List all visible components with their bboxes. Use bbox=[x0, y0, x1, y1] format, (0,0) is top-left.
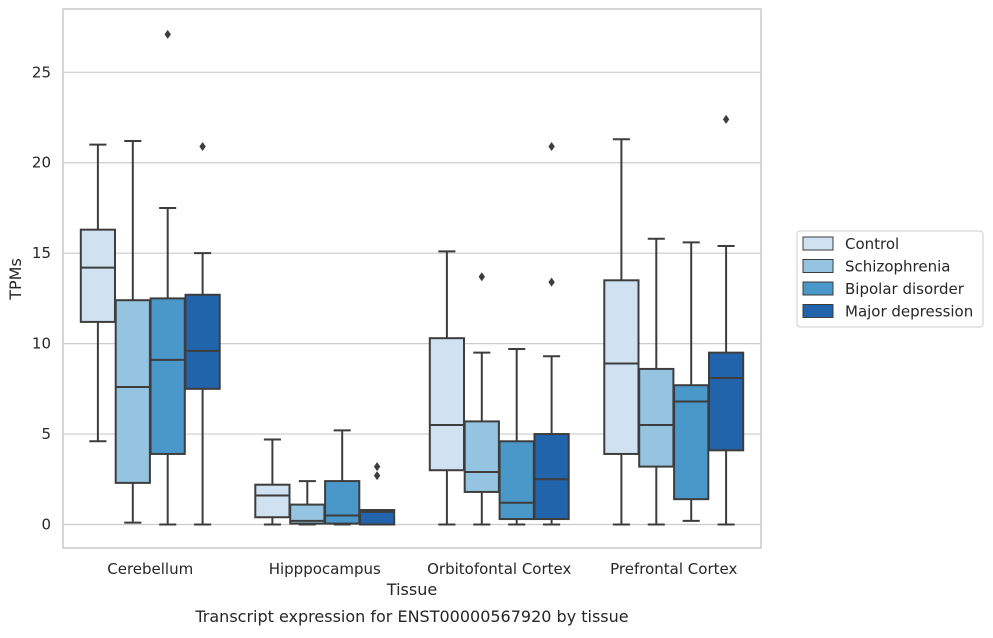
box-iqr bbox=[184, 293, 221, 390]
outlier-point bbox=[164, 29, 171, 39]
box-3-4 bbox=[673, 241, 710, 522]
box-iqr bbox=[114, 299, 151, 484]
x-tick-label: Prefrontal Cortex bbox=[610, 560, 737, 578]
box-3-2 bbox=[324, 429, 361, 526]
box-iqr bbox=[254, 483, 291, 519]
y-tick-labels: 0 5 10 15 20 25 bbox=[32, 63, 51, 533]
box-iqr bbox=[149, 297, 186, 455]
legend-item: Schizophrenia bbox=[802, 258, 950, 276]
box-4-1 bbox=[184, 141, 221, 526]
x-tick-label: Cerebellum bbox=[107, 560, 193, 578]
legend-label: Major depression bbox=[845, 303, 973, 321]
outlier-point bbox=[722, 114, 730, 124]
box-2-3 bbox=[463, 272, 500, 526]
y-axis-label: TPMs bbox=[6, 258, 25, 301]
legend-frame bbox=[796, 230, 984, 328]
box-1-1 bbox=[79, 143, 117, 443]
x-tick-label: Orbitofontal Cortex bbox=[427, 560, 571, 578]
box-4-2 bbox=[358, 462, 396, 526]
box-iqr bbox=[638, 367, 675, 468]
y-tick-label: 0 bbox=[41, 515, 51, 533]
legend-label: Control bbox=[845, 235, 899, 253]
outlier-point bbox=[478, 272, 485, 282]
outlier-point bbox=[373, 462, 381, 472]
y-tick-label: 20 bbox=[32, 154, 51, 172]
legend-swatch bbox=[802, 236, 834, 251]
outlier-point bbox=[548, 141, 555, 151]
legend-label: Bipolar disorder bbox=[845, 280, 965, 298]
box-1-2 bbox=[254, 438, 291, 526]
box-1-4 bbox=[603, 138, 640, 526]
box-iqr bbox=[358, 509, 396, 526]
box-iqr bbox=[463, 420, 500, 493]
box-iqr bbox=[673, 384, 710, 501]
x-axis-label: Tissue bbox=[386, 580, 437, 599]
legend-item: Bipolar disorder bbox=[802, 280, 965, 298]
legend-swatch bbox=[802, 304, 834, 318]
outlier-point bbox=[548, 277, 555, 287]
legend: Control Schizophrenia Bipolar disorder Majo… bbox=[796, 230, 984, 328]
y-tick-label: 10 bbox=[32, 335, 51, 353]
box-2-1 bbox=[114, 140, 151, 524]
box-4-3 bbox=[533, 141, 570, 526]
legend-swatch bbox=[802, 259, 834, 273]
legend-swatch bbox=[802, 281, 834, 296]
box-iqr bbox=[533, 433, 570, 521]
y-tick-label: 15 bbox=[32, 244, 51, 262]
x-tick-label: Hipppocampus bbox=[269, 560, 381, 578]
box-iqr bbox=[324, 480, 361, 525]
y-tick-label: 25 bbox=[32, 63, 51, 81]
legend-item: Control bbox=[802, 235, 899, 253]
chart-caption: Transcript expression for ENST0000056792… bbox=[194, 607, 628, 626]
plot-frame bbox=[62, 8, 762, 549]
outlier-point bbox=[199, 141, 206, 151]
box-iqr bbox=[603, 279, 640, 455]
box-iqr bbox=[498, 440, 535, 521]
legend-items: Control Schizophrenia Bipolar disorder Majo… bbox=[802, 235, 973, 321]
legend-label: Schizophrenia bbox=[845, 258, 950, 276]
box-2-2 bbox=[289, 480, 326, 526]
box-iqr bbox=[428, 337, 466, 472]
box-iqr bbox=[707, 351, 745, 452]
box-3-1 bbox=[149, 29, 186, 526]
box-iqr bbox=[79, 228, 117, 323]
x-tick-labels: Cerebellum Hipppocampus Orbitofontal Corte… bbox=[107, 560, 737, 578]
box-1-3 bbox=[428, 250, 466, 526]
y-tick-label: 5 bbox=[41, 425, 51, 443]
outlier-point bbox=[373, 471, 381, 481]
box-4-4 bbox=[707, 114, 745, 526]
legend-item: Major depression bbox=[802, 303, 973, 321]
boxes bbox=[79, 29, 745, 526]
